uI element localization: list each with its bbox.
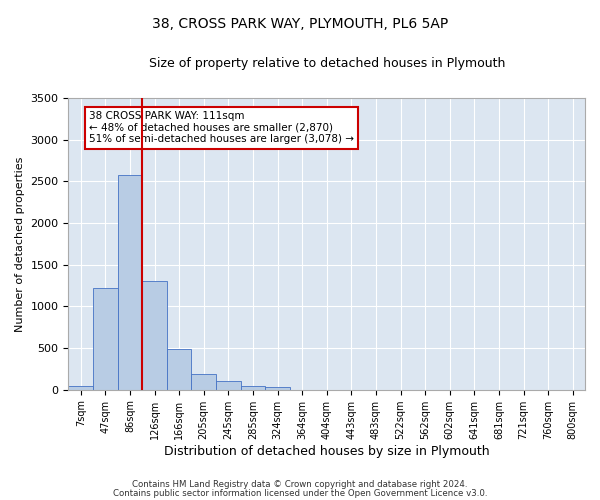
X-axis label: Distribution of detached houses by size in Plymouth: Distribution of detached houses by size …	[164, 444, 490, 458]
Bar	[68, 386, 93, 390]
Title: Size of property relative to detached houses in Plymouth: Size of property relative to detached ho…	[149, 58, 505, 70]
Bar	[265, 387, 290, 390]
Text: 38 CROSS PARK WAY: 111sqm
← 48% of detached houses are smaller (2,870)
51% of se: 38 CROSS PARK WAY: 111sqm ← 48% of detac…	[89, 111, 354, 144]
Bar	[241, 386, 265, 390]
Bar	[191, 374, 216, 390]
Text: Contains HM Land Registry data © Crown copyright and database right 2024.: Contains HM Land Registry data © Crown c…	[132, 480, 468, 489]
Bar	[93, 288, 118, 390]
Bar	[142, 280, 167, 390]
Y-axis label: Number of detached properties: Number of detached properties	[15, 156, 25, 332]
Bar	[118, 174, 142, 390]
Text: Contains public sector information licensed under the Open Government Licence v3: Contains public sector information licen…	[113, 490, 487, 498]
Text: 38, CROSS PARK WAY, PLYMOUTH, PL6 5AP: 38, CROSS PARK WAY, PLYMOUTH, PL6 5AP	[152, 18, 448, 32]
Bar	[216, 382, 241, 390]
Bar	[167, 349, 191, 390]
